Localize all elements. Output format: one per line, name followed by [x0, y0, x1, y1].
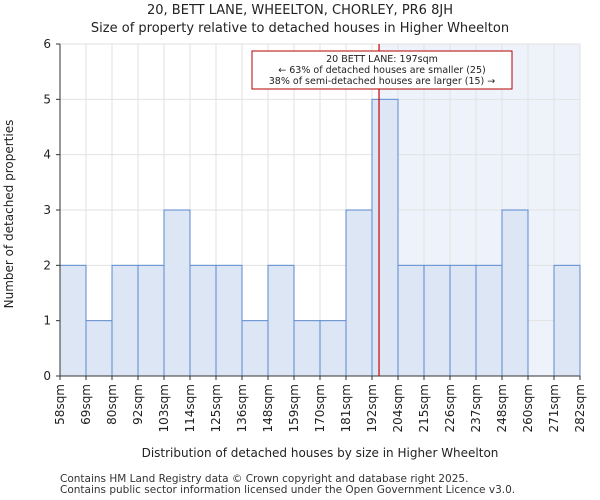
bar-159sqm — [293, 320, 321, 377]
bar-226sqm — [449, 264, 477, 377]
annotation-box — [251, 50, 513, 90]
footer-line-2: Contains public sector information licen… — [60, 484, 516, 496]
x-tick-label: 282sqm — [573, 384, 587, 432]
x-tick-label: 80sqm — [105, 384, 119, 425]
annotation-line-2: ← 63% of detached houses are smaller (25… — [278, 65, 485, 76]
y-tick-label: 4 — [43, 148, 51, 162]
bar-58sqm — [59, 264, 87, 377]
bar-114sqm — [189, 264, 217, 377]
bar-103sqm — [163, 209, 191, 377]
annotation-line-3: 38% of semi-detached houses are larger (… — [269, 76, 496, 87]
bar-181sqm — [345, 209, 373, 377]
bar-170sqm — [319, 320, 347, 377]
x-axis-label: Distribution of detached houses by size … — [142, 446, 499, 460]
y-tick-label: 5 — [43, 92, 51, 106]
bar-204sqm — [397, 264, 425, 377]
x-tick-label: 192sqm — [365, 384, 379, 432]
x-tick-label: 170sqm — [313, 384, 327, 432]
x-tick-label: 58sqm — [53, 384, 67, 425]
x-tick-label: 69sqm — [79, 384, 93, 425]
bar-148sqm — [267, 264, 295, 377]
x-tick-label: 181sqm — [339, 384, 353, 432]
x-tick-label: 92sqm — [131, 384, 145, 425]
bar-80sqm — [111, 264, 139, 377]
x-tick-label: 271sqm — [547, 384, 561, 432]
x-tick-label: 159sqm — [287, 384, 301, 432]
bar-125sqm — [215, 264, 243, 377]
x-tick-label: 215sqm — [417, 384, 431, 432]
x-tick-label: 125sqm — [209, 384, 223, 432]
y-tick-label: 0 — [43, 369, 51, 383]
bar-215sqm — [423, 264, 451, 377]
y-tick-label: 3 — [43, 203, 51, 217]
y-tick-label: 1 — [43, 314, 51, 328]
x-tick-label: 103sqm — [157, 384, 171, 432]
x-tick-label: 260sqm — [521, 384, 535, 432]
x-tick-label: 136sqm — [235, 384, 249, 432]
x-tick-label: 237sqm — [469, 384, 483, 432]
bar-69sqm — [85, 320, 113, 377]
y-tick-label: 6 — [43, 37, 51, 51]
x-tick-label: 148sqm — [261, 384, 275, 432]
bar-192sqm — [371, 98, 399, 377]
bar-248sqm — [501, 209, 529, 377]
x-tick-label: 248sqm — [495, 384, 509, 432]
chart-title: 20, BETT LANE, WHEELTON, CHORLEY, PR6 8J… — [147, 3, 453, 18]
bar-92sqm — [137, 264, 165, 377]
bar-271sqm — [553, 264, 581, 377]
y-tick-label: 2 — [43, 258, 51, 272]
x-tick-label: 114sqm — [183, 384, 197, 432]
x-tick-label: 226sqm — [443, 384, 457, 432]
bar-237sqm — [475, 264, 503, 377]
marker-annotation: 20 BETT LANE: 197sqm ← 63% of detached h… — [251, 50, 513, 90]
bars — [59, 98, 581, 377]
y-tick-labels: 0 1 2 3 4 5 6 — [43, 37, 60, 383]
x-tick-labels: 58sqm 69sqm 80sqm 92sqm 103sqm 114sqm 125sqm 13… — [53, 376, 587, 432]
y-axis-label: Number of detached properties — [2, 120, 16, 309]
bar-136sqm — [241, 320, 269, 377]
footer-line-1: Contains HM Land Registry data © Crown c… — [60, 473, 469, 485]
annotation-line-1: 20 BETT LANE: 197sqm — [326, 54, 438, 65]
x-tick-label: 204sqm — [391, 384, 405, 432]
chart-subtitle: Size of property relative to detached ho… — [90, 21, 510, 36]
